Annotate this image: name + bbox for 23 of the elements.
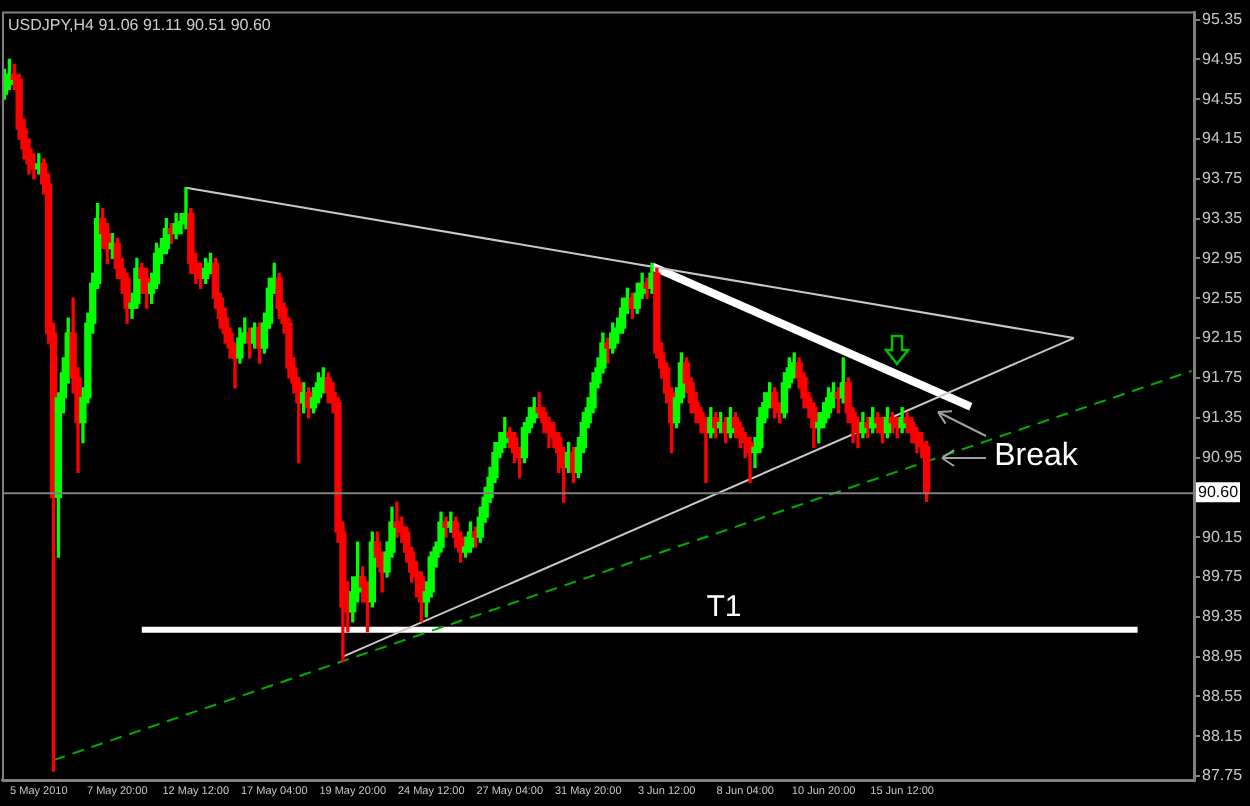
y-tick-label: 89.75 (1202, 567, 1244, 586)
y-tick-label: 94.55 (1202, 89, 1244, 108)
ref-line-label: 90.60 (1198, 482, 1240, 501)
y-tick-label: 88.55 (1202, 686, 1244, 705)
y-tick-label: 88.15 (1202, 726, 1244, 745)
y-tick-label: 88.95 (1202, 646, 1244, 665)
y-tick-label: 91.35 (1202, 408, 1244, 427)
y-tick-label: 92.55 (1202, 288, 1244, 307)
y-tick-label: 90.15 (1202, 527, 1244, 546)
annotation: T1 (706, 590, 742, 625)
y-tick-label: 93.75 (1202, 169, 1244, 188)
y-tick-label: 92.95 (1202, 248, 1244, 267)
y-tick-label: 90.95 (1202, 447, 1244, 466)
chart-title: USDJPY,H4 91.06 91.11 90.51 90.60 (8, 16, 272, 35)
y-tick-label: 87.75 (1202, 766, 1244, 785)
y-tick-label: 94.95 (1202, 49, 1244, 68)
y-tick-label: 95.35 (1202, 9, 1244, 28)
annotation: Break (994, 438, 1080, 473)
y-tick-label: 91.75 (1202, 368, 1244, 387)
y-tick-label: 89.35 (1202, 607, 1244, 626)
y-tick-label: 94.15 (1202, 129, 1244, 148)
y-tick-label: 93.35 (1202, 209, 1244, 228)
y-tick-label: 92.15 (1202, 328, 1244, 347)
